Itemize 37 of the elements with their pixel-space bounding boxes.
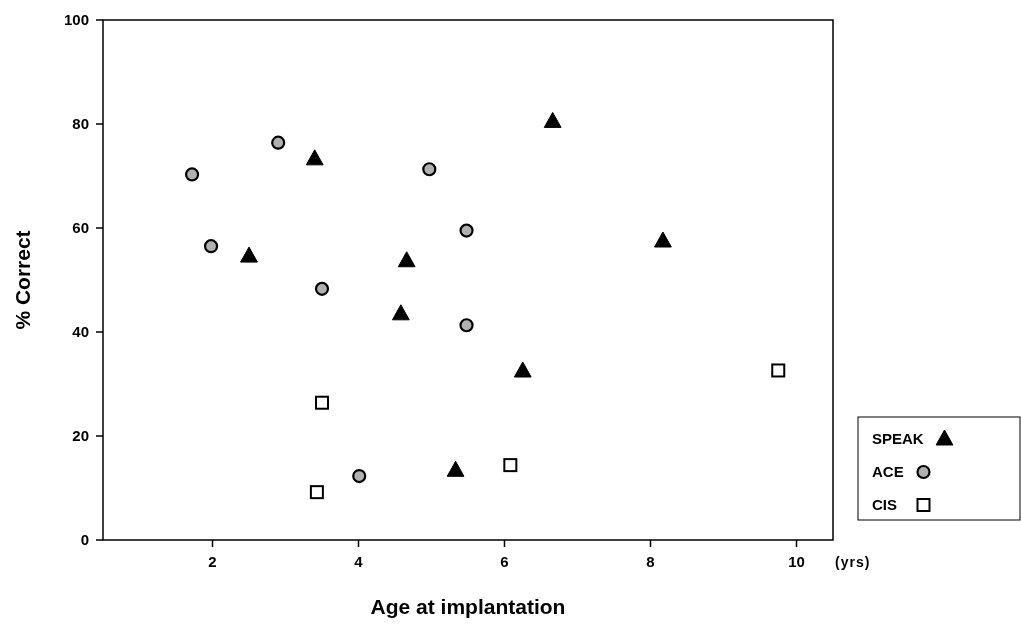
point	[397, 251, 416, 268]
y-tick-label: 80	[72, 115, 89, 133]
point	[314, 281, 330, 296]
y-tick-label: 40	[72, 323, 89, 341]
point	[305, 149, 324, 166]
point	[315, 395, 329, 410]
y-axis-title: % Correct	[11, 230, 34, 330]
y-tick-label: 20	[72, 427, 89, 445]
point	[271, 135, 286, 150]
point	[203, 239, 219, 254]
point	[391, 304, 410, 321]
x-tick-label: 4	[354, 553, 364, 570]
legend-label: ACE	[872, 463, 904, 481]
point	[446, 460, 465, 477]
x-tick-label: 6	[500, 553, 509, 570]
point	[309, 485, 324, 500]
legend-label: CIS	[872, 496, 898, 514]
y-tick-label: 60	[72, 219, 89, 237]
y-tick-label: 100	[63, 11, 89, 29]
x-tick-label: 8	[646, 553, 655, 570]
x-tick-label: 2	[208, 553, 217, 570]
point	[184, 167, 200, 182]
point	[654, 231, 672, 248]
point	[240, 246, 258, 263]
x-tick-label: 10	[788, 553, 805, 570]
point	[352, 468, 367, 484]
point	[503, 458, 518, 473]
point	[771, 363, 786, 378]
point	[513, 361, 532, 378]
legend-label: SPEAK	[872, 430, 924, 448]
point	[422, 162, 437, 177]
point	[459, 318, 474, 333]
point	[543, 111, 562, 128]
text: (yrs)	[835, 554, 871, 570]
x-axis-title: Age at implantation	[370, 595, 566, 618]
point	[459, 223, 474, 238]
y-tick-label: 0	[80, 531, 89, 549]
